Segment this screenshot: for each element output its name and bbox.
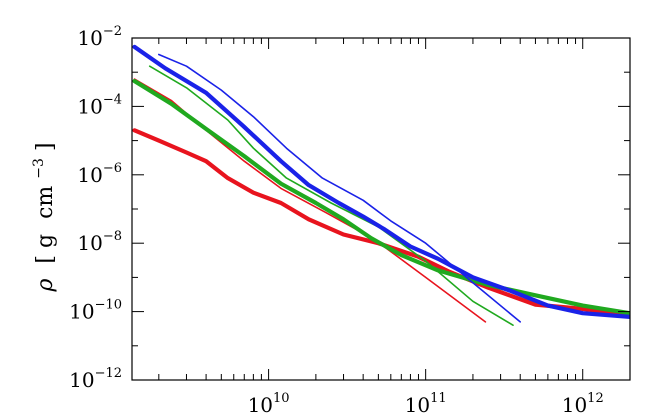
y-tick-label: 10−8 bbox=[77, 229, 122, 255]
series-line-2 bbox=[132, 128, 630, 317]
ticks-layer bbox=[132, 37, 631, 381]
series-layer bbox=[132, 44, 630, 326]
y-axis-unit-g: g bbox=[33, 234, 58, 248]
y-tick-label: 10−6 bbox=[77, 161, 122, 187]
y-axis-bracket-close: ] bbox=[33, 142, 58, 151]
series-line-3 bbox=[148, 65, 514, 326]
x-tick-label: 1012 bbox=[562, 391, 604, 417]
tick-labels-layer: 1010 1011 1012 10−2 10−4 10−6 10−8 10−10 10−12 bbox=[69, 24, 604, 417]
series-line-6 bbox=[132, 44, 630, 319]
y-tick-label: 10−10 bbox=[69, 298, 122, 324]
series-line-5 bbox=[158, 53, 521, 323]
y-axis-label: ρ [ g cm −3 ] bbox=[24, 142, 58, 292]
plot-frame bbox=[131, 37, 631, 381]
y-axis-unit-cm: cm bbox=[33, 186, 58, 219]
y-axis-symbol: ρ bbox=[33, 279, 58, 293]
series-line-4 bbox=[132, 79, 630, 316]
y-tick-label: 10−4 bbox=[77, 92, 122, 118]
x-tick-label: 1010 bbox=[248, 391, 290, 417]
y-axis-unit-exp: −3 bbox=[31, 158, 47, 179]
x-tick-label: 1011 bbox=[405, 391, 447, 417]
y-axis-bracket-open: [ bbox=[33, 255, 58, 264]
y-tick-label: 10−12 bbox=[69, 366, 122, 392]
y-tick-label: 10−2 bbox=[77, 24, 122, 50]
